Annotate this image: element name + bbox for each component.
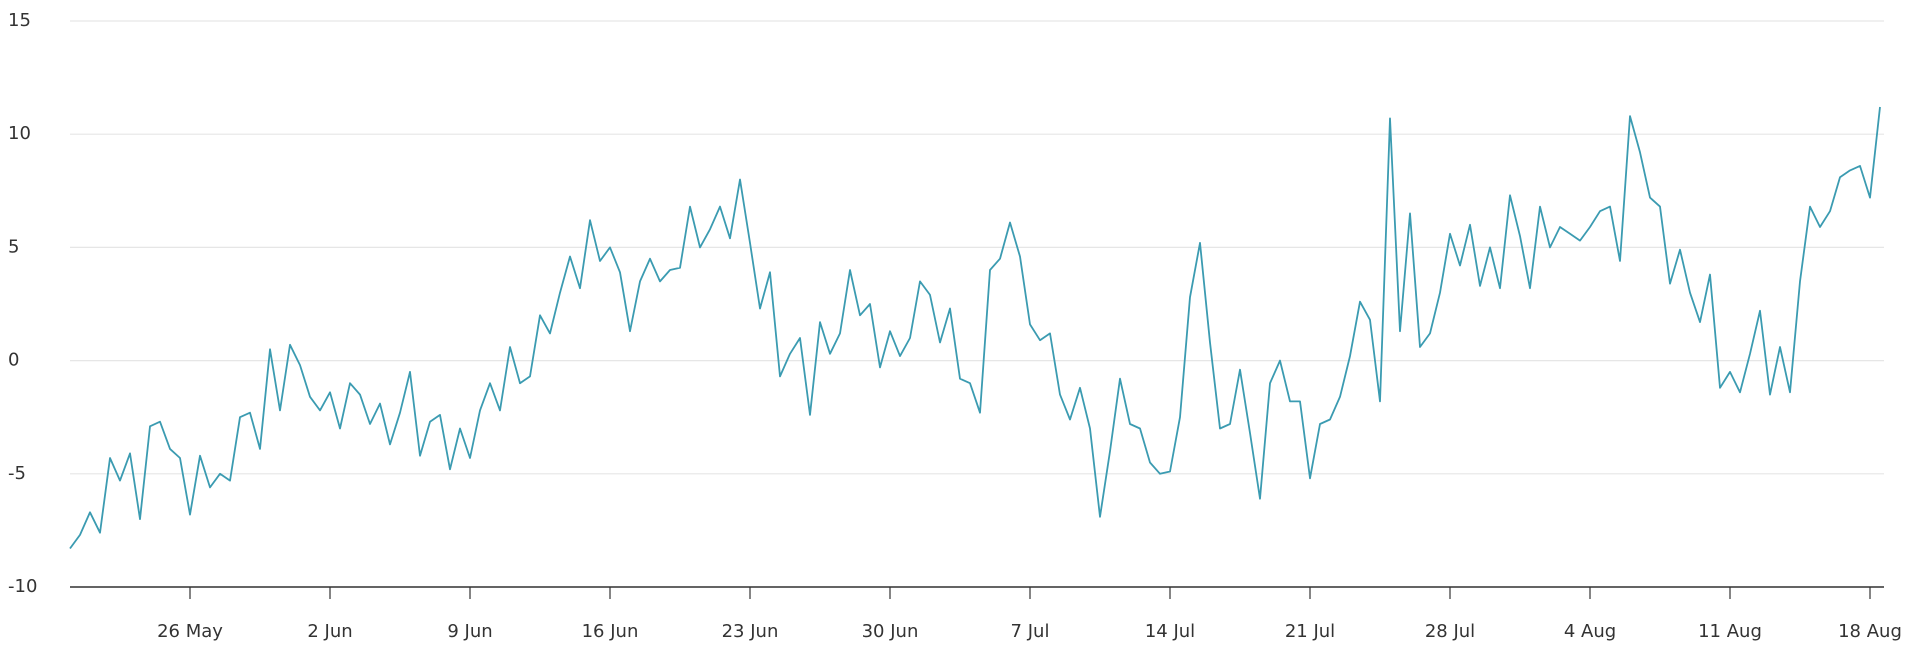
x-tick-label: 4 Aug <box>1564 621 1616 642</box>
x-tick-label: 16 Jun <box>582 621 639 642</box>
x-tick-label: 28 Jul <box>1425 621 1475 642</box>
data-line <box>69 106 1881 550</box>
x-tick-label: 9 Jun <box>447 621 492 642</box>
y-tick-label: 0 <box>8 350 19 371</box>
x-tick-label: 2 Jun <box>307 621 352 642</box>
y-tick-label: 15 <box>8 10 31 31</box>
x-tick-label: 30 Jun <box>862 621 919 642</box>
x-tick-label: 23 Jun <box>722 621 779 642</box>
x-tick-label: 21 Jul <box>1285 621 1335 642</box>
y-tick-label: -10 <box>8 576 37 597</box>
y-tick-label: 10 <box>8 123 31 144</box>
x-tick-label: 18 Aug <box>1838 621 1902 642</box>
y-tick-label: 5 <box>8 236 19 257</box>
x-tick-label: 7 Jul <box>1011 621 1050 642</box>
x-tick-label: 26 May <box>157 621 223 642</box>
x-tick-label: 14 Jul <box>1145 621 1195 642</box>
x-tick-label: 11 Aug <box>1698 621 1762 642</box>
y-tick-label: -5 <box>8 463 26 484</box>
